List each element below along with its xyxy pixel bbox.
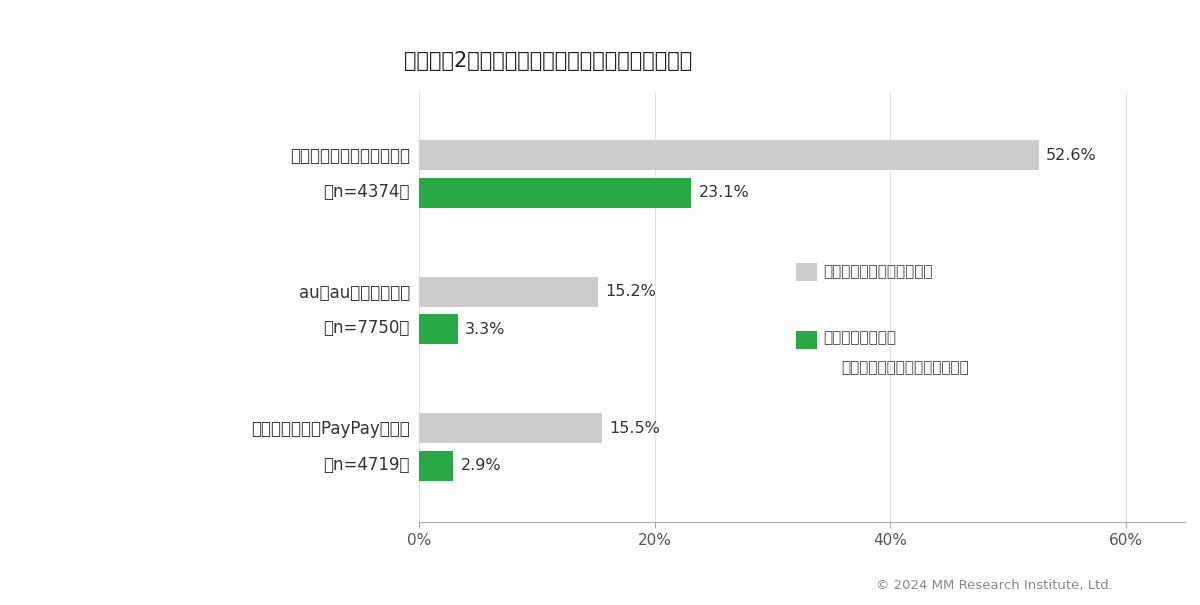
Bar bbox=[419, 451, 454, 481]
Bar bbox=[419, 315, 458, 344]
Text: au（auじぶん銀行）: au（auじぶん銀行） bbox=[299, 284, 409, 302]
Bar bbox=[419, 140, 1039, 171]
Bar bbox=[419, 178, 691, 208]
Text: 楽天モバイル（楽天銀行）: 楽天モバイル（楽天銀行） bbox=[289, 148, 409, 165]
Text: 利用している（複数回答）: 利用している（複数回答） bbox=[823, 264, 932, 280]
Text: 最も利用している: 最も利用している bbox=[823, 330, 896, 345]
Text: （n=4374）: （n=4374） bbox=[323, 183, 409, 201]
Bar bbox=[419, 277, 599, 307]
Text: 15.5%: 15.5% bbox=[608, 421, 660, 436]
Text: 52.6%: 52.6% bbox=[1046, 148, 1097, 163]
Bar bbox=[797, 263, 817, 281]
Text: 2.9%: 2.9% bbox=[461, 459, 502, 474]
Text: 【データ2】携帯キャリアと銀行のクロスユース率: 【データ2】携帯キャリアと銀行のクロスユース率 bbox=[404, 51, 692, 71]
Text: ソフトバンク（PayPay銀行）: ソフトバンク（PayPay銀行） bbox=[251, 420, 409, 439]
Bar bbox=[419, 413, 602, 443]
Text: © 2024 MM Research Institute, Ltd.: © 2024 MM Research Institute, Ltd. bbox=[876, 579, 1112, 592]
Text: （n=4719）: （n=4719） bbox=[323, 456, 409, 474]
Text: （クロスユース率／単一回答）: （クロスユース率／単一回答） bbox=[841, 361, 968, 376]
Bar bbox=[797, 331, 817, 349]
Text: （n=7750）: （n=7750） bbox=[323, 319, 409, 338]
Text: 3.3%: 3.3% bbox=[466, 322, 505, 337]
Text: 23.1%: 23.1% bbox=[698, 186, 749, 200]
Text: 15.2%: 15.2% bbox=[605, 284, 656, 299]
